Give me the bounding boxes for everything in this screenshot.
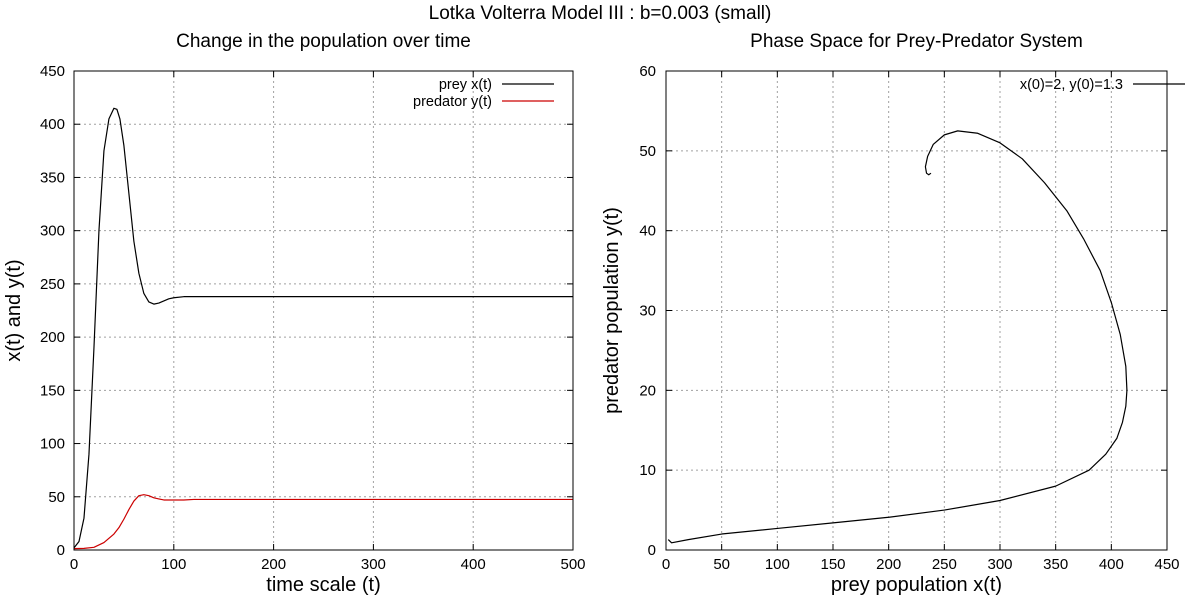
x-tick-label: 150 — [820, 556, 845, 573]
legend-label: predator y(t) — [413, 94, 492, 110]
phase-space-panel: 0 50 100 150 200 250 300 350 400 450 0 10 20 30 40 50 60… — [601, 31, 1185, 596]
series-line-0 — [667, 130, 1128, 544]
panel-title: Phase Space for Prey-Predator System — [750, 31, 1083, 52]
series-line-1 — [73, 494, 573, 550]
legend-label: prey x(t) — [439, 77, 492, 93]
y-tick-label: 250 — [40, 276, 65, 293]
y-tick-label: 40 — [639, 223, 656, 240]
y-tick-label: 100 — [40, 436, 65, 453]
x-tick-label: 450 — [1154, 556, 1179, 573]
x-tick-label: 50 — [713, 556, 730, 573]
panel-title: Change in the population over time — [176, 31, 471, 52]
y-tick-label: 450 — [40, 63, 65, 80]
y-tick-label: 150 — [40, 382, 65, 399]
plot-frame — [73, 70, 574, 551]
y-tick-label: 0 — [648, 542, 656, 559]
x-tick-label: 300 — [361, 556, 386, 573]
y-tick-label: 400 — [40, 116, 65, 133]
plot-frame — [665, 70, 1168, 551]
time-series-panel: 0 100 200 300 400 500 0 50 100 150 200 250 300 350 400… — [3, 31, 586, 596]
y-tick-label: 60 — [639, 63, 656, 80]
x-tick-label: 250 — [932, 556, 957, 573]
x-tick-label: 200 — [261, 556, 286, 573]
y-tick-label: 350 — [40, 169, 65, 186]
y-tick-label: 30 — [639, 303, 656, 320]
y-axis-label: x(t) and y(t) — [3, 259, 25, 361]
x-tick-label: 500 — [560, 556, 585, 573]
y-tick-label: 300 — [40, 223, 65, 240]
x-tick-label: 0 — [70, 556, 78, 573]
x-tick-label: 300 — [987, 556, 1012, 573]
x-tick-label: 400 — [461, 556, 486, 573]
series-line-0 — [73, 107, 573, 549]
x-axis-label: prey population x(t) — [831, 574, 1002, 596]
y-tick-label: 0 — [57, 542, 65, 559]
x-tick-label: 200 — [876, 556, 901, 573]
y-tick-label: 10 — [639, 462, 656, 479]
x-tick-label: 350 — [1043, 556, 1068, 573]
x-tick-label: 100 — [765, 556, 790, 573]
y-axis-label: predator population y(t) — [601, 207, 623, 414]
y-tick-label: 50 — [48, 489, 65, 506]
x-tick-label: 0 — [662, 556, 670, 573]
y-tick-label: 200 — [40, 329, 65, 346]
legend-label: x(0)=2, y(0)=1.3 — [1020, 77, 1123, 93]
x-tick-label: 100 — [161, 556, 186, 573]
figure-suptitle: Lotka Volterra Model III : b=0.003 (smal… — [429, 3, 772, 24]
y-tick-label: 50 — [639, 143, 656, 160]
x-axis-label: time scale (t) — [266, 574, 380, 596]
x-tick-label: 400 — [1099, 556, 1124, 573]
y-tick-label: 20 — [639, 382, 656, 399]
